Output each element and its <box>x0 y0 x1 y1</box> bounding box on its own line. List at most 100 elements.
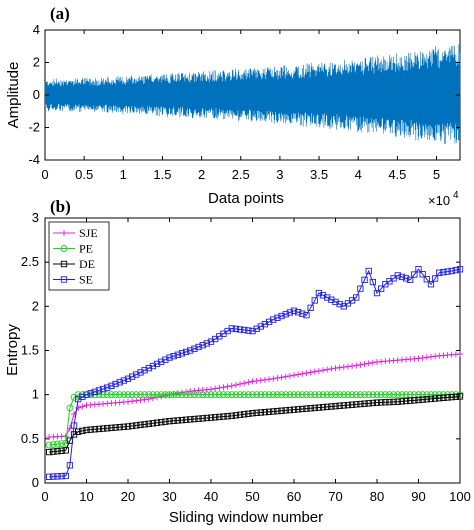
series-de-marker <box>87 426 94 433</box>
series-de-marker <box>423 396 430 403</box>
series-pe-marker <box>311 391 319 399</box>
panel-a-x-tick-label: 0 <box>41 167 48 182</box>
series-se-marker <box>137 369 144 376</box>
series-se-marker <box>120 377 128 384</box>
series-de-marker <box>431 395 439 402</box>
series-de-marker <box>456 393 464 400</box>
panel-b-x-tick-label: 60 <box>287 489 301 504</box>
series-de-marker <box>398 398 406 405</box>
series-se-marker <box>336 300 343 308</box>
series-de-marker <box>336 402 343 409</box>
series-sje-marker <box>149 395 156 402</box>
series-se-marker <box>357 285 364 292</box>
series-de-marker <box>149 420 157 427</box>
series-se-marker <box>319 292 327 299</box>
series-pe-marker <box>261 391 269 399</box>
series-de-marker <box>295 406 302 413</box>
series-pe-marker <box>116 391 124 399</box>
series-de-marker <box>344 401 352 409</box>
series-pe-marker <box>282 391 290 399</box>
series-se-marker <box>170 353 177 360</box>
series-de-marker <box>141 421 148 428</box>
series-pe-marker <box>423 391 431 399</box>
series-se-marker <box>431 275 439 282</box>
panel-b-x-tick-label: 40 <box>204 489 218 504</box>
series-de-marker <box>182 416 190 423</box>
series-pe-marker <box>157 391 165 399</box>
panel-b-y-tick-label: 0 <box>32 475 39 490</box>
series-sje-marker <box>311 368 318 375</box>
series-sje-marker <box>324 366 331 373</box>
series-pe-marker <box>303 391 310 399</box>
panel-b-y-tick-label: 1.5 <box>21 343 39 358</box>
series-sje-marker <box>245 379 252 386</box>
series-pe <box>45 391 464 449</box>
series-sje-marker <box>216 384 223 391</box>
panel-a-x-exponent-base: ×10 <box>428 193 450 208</box>
series-de-marker <box>270 408 277 415</box>
series-pe-marker <box>161 391 169 399</box>
series-se-marker <box>228 325 235 332</box>
series-de-marker <box>116 424 123 431</box>
series-pe-marker <box>186 391 194 399</box>
panel-b-y-axis-label: Entropy <box>4 324 21 376</box>
series-de-marker <box>99 425 107 432</box>
series-sje-marker <box>415 355 422 362</box>
series-se-marker <box>311 297 318 304</box>
series-sje-marker <box>220 384 227 391</box>
series-de-marker <box>236 411 244 418</box>
series-de-marker <box>50 448 57 455</box>
series-pe-marker <box>120 391 128 399</box>
series-se-marker <box>199 342 206 349</box>
series-pe-marker <box>45 441 53 449</box>
panel-a-x-tick-label: 1 <box>120 167 127 182</box>
series-se-marker <box>95 387 103 394</box>
series-se-marker <box>87 390 94 397</box>
series-se-marker <box>315 289 323 297</box>
series-sje-marker <box>427 353 434 360</box>
series-sje-marker <box>349 363 356 370</box>
series-sje-marker <box>340 364 347 371</box>
series-pe-marker <box>228 391 236 399</box>
series-de-marker <box>361 400 368 407</box>
series-pe-marker <box>128 391 136 399</box>
series-se-marker <box>440 269 447 276</box>
series-se-marker <box>436 269 443 276</box>
legend-item-sje: SJE <box>53 226 98 240</box>
series-sje-marker <box>253 377 260 384</box>
series-sje-marker <box>419 354 426 361</box>
series-sje-marker <box>457 351 463 358</box>
series-de-marker <box>112 424 119 431</box>
series-de-line <box>49 395 461 453</box>
series-de-marker <box>104 425 111 432</box>
series-de-marker <box>245 410 252 417</box>
series-se-marker <box>187 347 194 354</box>
series-de-marker <box>319 404 327 411</box>
series-de-marker <box>407 397 414 404</box>
series-de-marker <box>419 396 426 403</box>
series-se-marker <box>112 380 119 388</box>
series-sje-marker <box>423 354 430 361</box>
series-se-marker <box>278 312 285 320</box>
series-de-marker <box>153 419 161 426</box>
series-de-marker <box>386 398 393 406</box>
series-se-marker <box>303 312 310 319</box>
series-pe-marker <box>323 391 331 399</box>
series-de-marker <box>178 416 186 424</box>
series-se-marker <box>70 422 78 429</box>
series-de-marker <box>278 407 285 414</box>
series-pe-marker <box>369 391 377 399</box>
series-sje <box>46 351 463 441</box>
series-se-marker <box>128 373 136 380</box>
series-sje-marker <box>361 361 368 368</box>
series-pe-marker <box>112 391 120 399</box>
series-se-marker <box>149 362 157 370</box>
series-pe-marker <box>190 391 198 399</box>
series-pe-marker <box>431 391 439 399</box>
series-sje-marker <box>137 397 144 404</box>
series-se-marker <box>369 278 376 286</box>
series-de-marker <box>261 409 269 416</box>
series-sje-marker <box>303 370 310 377</box>
series-de-marker <box>207 414 215 421</box>
series-sje-marker <box>332 365 339 372</box>
